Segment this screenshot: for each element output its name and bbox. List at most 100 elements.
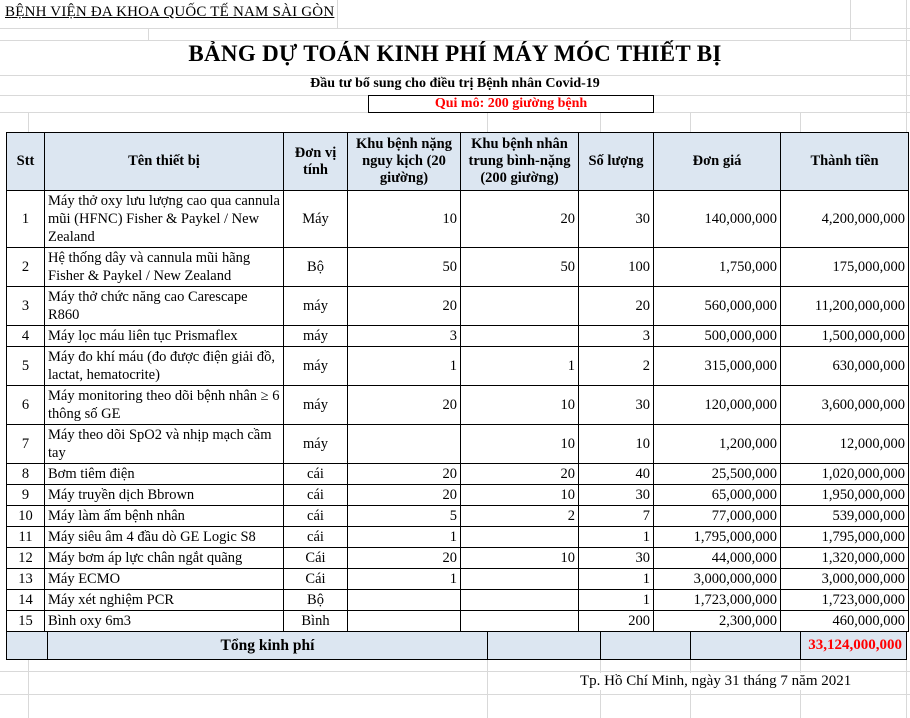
cell-stt: 2 — [6, 247, 45, 287]
cell-equipment-name: Bình oxy 6m3 — [44, 610, 284, 632]
gridline — [850, 0, 851, 40]
cell-stt: 4 — [6, 325, 45, 347]
total-row-spacer — [7, 632, 48, 659]
cell-stt: 3 — [6, 286, 45, 326]
cell-stt: 13 — [6, 568, 45, 590]
cell-total: 1,500,000,000 — [780, 325, 909, 347]
cell-quantity: 3 — [578, 325, 654, 347]
cell-zone-moderate: 10 — [460, 385, 579, 425]
cell-zone-critical: 20 — [347, 385, 461, 425]
cell-zone-moderate: 1 — [460, 346, 579, 386]
cell-stt: 8 — [6, 463, 45, 485]
table-row: 11 Máy siêu âm 4 đầu dò GE Logic S8 cái … — [6, 526, 909, 548]
cell-total: 1,950,000,000 — [780, 484, 909, 506]
cell-equipment-name: Máy thở chức năng cao Carescape R860 — [44, 286, 284, 326]
budget-table: Stt Tên thiết bị Đơn vị tính Khu bệnh nặ… — [6, 132, 909, 632]
cell-unit-price: 65,000,000 — [653, 484, 781, 506]
cell-stt: 10 — [6, 505, 45, 527]
cell-total: 1,795,000,000 — [780, 526, 909, 548]
cell-zone-critical: 20 — [347, 463, 461, 485]
col-header-stt: Stt — [6, 132, 45, 191]
page-subtitle: Đầu tư bổ sung cho điều trị Bệnh nhân Co… — [310, 76, 600, 91]
table-body: 1 Máy thở oxy lưu lượng cao qua cannula … — [6, 190, 909, 632]
gridline — [600, 112, 601, 132]
cell-unit: máy — [283, 286, 348, 326]
table-row: 2 Hệ thống dây và cannula mũi hãng Fishe… — [6, 247, 909, 287]
cell-unit: cái — [283, 505, 348, 527]
cell-zone-moderate: 20 — [460, 463, 579, 485]
page-title: BẢNG DỰ TOÁN KINH PHÍ MÁY MÓC THIẾT BỊ — [188, 41, 722, 66]
cell-equipment-name: Máy làm ấm bệnh nhân — [44, 505, 284, 527]
cell-zone-critical: 1 — [347, 568, 461, 590]
table-row: 10 Máy làm ấm bệnh nhân cái 5 2 7 77,000… — [6, 505, 909, 527]
cell-quantity: 1 — [578, 526, 654, 548]
cell-zone-critical — [347, 589, 461, 611]
gridline — [690, 112, 691, 132]
cell-unit-price: 140,000,000 — [653, 190, 781, 248]
cell-quantity: 30 — [578, 190, 654, 248]
gridline — [0, 75, 910, 76]
cell-zone-critical: 20 — [347, 484, 461, 506]
cell-quantity: 10 — [578, 424, 654, 464]
gridline — [0, 40, 910, 41]
gridline — [906, 660, 907, 718]
cell-total: 12,000,000 — [780, 424, 909, 464]
cell-unit-price: 25,500,000 — [653, 463, 781, 485]
cell-quantity: 2 — [578, 346, 654, 386]
table-row: 15 Bình oxy 6m3 Bình 200 2,300,000 460,0… — [6, 610, 909, 632]
gridline — [0, 671, 910, 672]
cell-total: 11,200,000,000 — [780, 286, 909, 326]
cell-unit-price: 1,795,000,000 — [653, 526, 781, 548]
gridline — [28, 660, 29, 718]
table-row: 12 Máy bơm áp lực chân ngắt quãng Cái 20… — [6, 547, 909, 569]
table-row: 3 Máy thở chức năng cao Carescape R860 m… — [6, 286, 909, 326]
table-row: 14 Máy xét nghiệm PCR Bộ 1 1,723,000,000… — [6, 589, 909, 611]
cell-stt: 9 — [6, 484, 45, 506]
col-header-zone-moderate: Khu bệnh nhân trung bình-nặng (200 giườn… — [460, 132, 579, 191]
gridline — [800, 112, 801, 132]
col-header-quantity: Số lượng — [578, 132, 654, 191]
cell-zone-critical: 10 — [347, 190, 461, 248]
table-row: 8 Bơm tiêm điện cái 20 20 40 25,500,000 … — [6, 463, 909, 485]
cell-zone-moderate — [460, 286, 579, 326]
cell-equipment-name: Máy ECMO — [44, 568, 284, 590]
cell-stt: 1 — [6, 190, 45, 248]
cell-unit: Máy — [283, 190, 348, 248]
cell-stt: 12 — [6, 547, 45, 569]
cell-equipment-name: Hệ thống dây và cannula mũi hãng Fisher … — [44, 247, 284, 287]
gridline — [487, 660, 488, 718]
cell-quantity: 1 — [578, 568, 654, 590]
cell-unit: Cái — [283, 547, 348, 569]
total-row-spacer — [601, 632, 691, 659]
gridline — [906, 0, 907, 132]
table-row: 13 Máy ECMO Cái 1 1 3,000,000,000 3,000,… — [6, 568, 909, 590]
cell-unit-price: 3,000,000,000 — [653, 568, 781, 590]
cell-total: 460,000,000 — [780, 610, 909, 632]
cell-quantity: 1 — [578, 589, 654, 611]
cell-quantity: 40 — [578, 463, 654, 485]
cell-unit: Bộ — [283, 589, 348, 611]
col-header-unit-price: Đơn giá — [653, 132, 781, 191]
cell-equipment-name: Máy truyền dịch Bbrown — [44, 484, 284, 506]
col-header-unit: Đơn vị tính — [283, 132, 348, 191]
cell-equipment-name: Máy lọc máu liên tục Prismaflex — [44, 325, 284, 347]
total-label: Tổng kinh phí — [48, 632, 488, 659]
cell-unit: cái — [283, 484, 348, 506]
cell-zone-moderate — [460, 589, 579, 611]
table-row: 6 Máy monitoring theo dõi bệnh nhân ≥ 6 … — [6, 385, 909, 425]
cell-stt: 6 — [6, 385, 45, 425]
cell-equipment-name: Máy monitoring theo dõi bệnh nhân ≥ 6 th… — [44, 385, 284, 425]
cell-zone-moderate: 50 — [460, 247, 579, 287]
cell-quantity: 200 — [578, 610, 654, 632]
cell-zone-moderate: 2 — [460, 505, 579, 527]
gridline — [0, 28, 910, 29]
cell-quantity: 30 — [578, 385, 654, 425]
total-amount: 33,124,000,000 — [808, 637, 902, 653]
cell-zone-moderate: 10 — [460, 484, 579, 506]
cell-zone-critical: 50 — [347, 247, 461, 287]
cell-unit-price: 120,000,000 — [653, 385, 781, 425]
table-row: 7 Máy theo dõi SpO2 và nhịp mạch cầm tay… — [6, 424, 909, 464]
cell-zone-critical: 1 — [347, 346, 461, 386]
cell-unit: máy — [283, 385, 348, 425]
cell-stt: 14 — [6, 589, 45, 611]
